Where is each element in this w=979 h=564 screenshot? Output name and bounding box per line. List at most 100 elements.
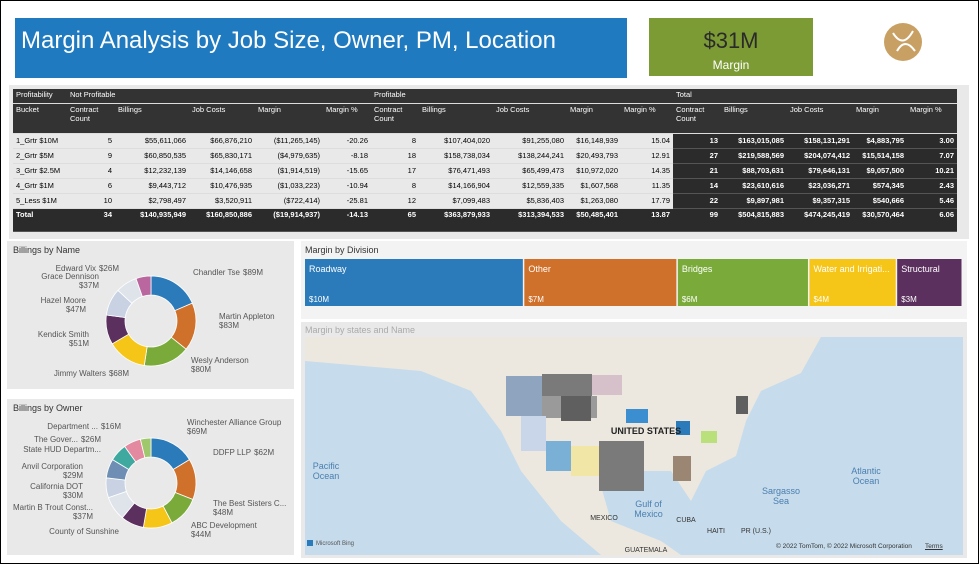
map-provider: Microsoft Bing: [316, 541, 355, 547]
total-cell: $504,815,883: [721, 208, 787, 232]
column-header[interactable]: Contract Count: [673, 103, 721, 134]
column-header[interactable]: Margin %: [323, 103, 371, 134]
map-label: Gulf of Mexico: [634, 499, 663, 519]
label-value: $47M: [66, 305, 86, 314]
label-value: $83M: [219, 321, 239, 330]
data-label: ABC Development $44M: [191, 521, 258, 539]
panel-title: Billings by Name: [13, 245, 81, 255]
cell: $9,443,712: [115, 178, 189, 194]
cell: 18: [371, 148, 419, 164]
tile-value: $6M: [682, 295, 698, 304]
column-header[interactable]: Billings: [115, 103, 189, 134]
column-header[interactable]: Margin: [567, 103, 621, 134]
logo-mark: [892, 30, 916, 52]
column-header[interactable]: Billings: [721, 103, 787, 134]
column-header[interactable]: Job Costs: [189, 103, 255, 134]
total-cell: Total: [13, 208, 67, 232]
treemap-tile: [305, 259, 523, 306]
column-header[interactable]: Contract Count: [371, 103, 419, 134]
cell: 14.35: [621, 163, 673, 179]
column-header[interactable]: Margin: [255, 103, 323, 134]
map-label: Sargasso Sea: [761, 486, 801, 506]
tile-name: Structural: [901, 264, 940, 274]
map-label: GUATEMALA: [624, 547, 668, 554]
cell: $1,607,568: [567, 178, 621, 194]
cell: 7.07: [907, 148, 957, 164]
cell: 4_Grtr $1M: [13, 178, 67, 194]
table-row: 4_Grtr $1M 6 $9,443,712 $10,476,935 ($1,033,…: [13, 178, 957, 194]
table-row: 5_Less $1M 10 $2,798,497 $3,520,911 ($722,41…: [13, 193, 957, 209]
column-header[interactable]: Contract Count: [67, 103, 115, 134]
cell: $10,972,020: [567, 163, 621, 179]
panel-title: Margin by Division: [305, 245, 379, 255]
cell: $574,345: [853, 178, 907, 194]
tile-value: $3M: [901, 295, 917, 304]
column-header[interactable]: Job Costs: [787, 103, 853, 134]
map-terms[interactable]: Terms: [925, 543, 943, 550]
cell: 3_Grtr $2.5M: [13, 163, 67, 179]
group-header-row: Profitability Not Profitable Profitable Tot…: [13, 89, 957, 104]
data-label: DDFP LLP $62M: [213, 448, 274, 457]
cell: 3.00: [907, 133, 957, 149]
state: [701, 431, 717, 443]
group-header: Profitability: [13, 89, 67, 104]
column-header[interactable]: Margin %: [907, 103, 957, 134]
data-label: Grace Dennison $37M: [41, 272, 99, 290]
group-header: Total: [673, 89, 957, 104]
state: [521, 416, 546, 451]
column-header[interactable]: Job Costs: [493, 103, 567, 134]
cell: $5,836,403: [493, 193, 567, 209]
cell: $15,514,158: [853, 148, 907, 164]
cell: $9,357,315: [787, 193, 853, 209]
group-header: Profitable: [371, 89, 673, 104]
cell: $2,798,497: [115, 193, 189, 209]
total-cell: 65: [371, 208, 419, 232]
cell: $12,232,139: [115, 163, 189, 179]
cell: $23,610,616: [721, 178, 787, 194]
cell: 17.79: [621, 193, 673, 209]
cell: 13: [673, 133, 721, 149]
cell: 2_Grtr $5M: [13, 148, 67, 164]
column-header[interactable]: Margin %: [621, 103, 673, 134]
cell: ($4,979,635): [255, 148, 323, 164]
cell: $16,148,939: [567, 133, 621, 149]
label-value: $44M: [191, 530, 211, 539]
data-label: Wesly Anderson $80M: [191, 356, 249, 374]
data-label: Martin Appleton $83M: [219, 312, 275, 330]
label-name: State HUD Departm...: [23, 445, 101, 454]
tile-value: $7M: [528, 295, 544, 304]
label-value: $48M: [213, 508, 233, 517]
data-label: Jimmy Walters $68M: [54, 369, 130, 378]
total-cell: 99: [673, 208, 721, 232]
label-value: $26M: [81, 435, 101, 444]
cell: $66,876,210: [189, 133, 255, 149]
column-header[interactable]: Margin: [853, 103, 907, 134]
donut-segment: [135, 275, 152, 297]
cell: $9,057,500: [853, 163, 907, 179]
column-header[interactable]: Billings: [419, 103, 493, 134]
cell: 12.91: [621, 148, 673, 164]
cell: ($722,414): [255, 193, 323, 209]
label-value: $29M: [63, 471, 83, 480]
cell: -25.81: [323, 193, 371, 209]
state: [561, 396, 591, 421]
cell: $76,471,493: [419, 163, 493, 179]
column-header[interactable]: Bucket: [13, 103, 67, 134]
label-value: $51M: [69, 339, 89, 348]
cell: -20.26: [323, 133, 371, 149]
cell: $88,703,631: [721, 163, 787, 179]
state: [736, 396, 748, 414]
label-name: Department ...: [47, 422, 98, 431]
label-name: The Best Sisters C...: [213, 499, 286, 508]
table-row: 1_Grtr $10M 5 $55,611,066 $66,876,210 ($11,2…: [13, 133, 957, 149]
label-name: Martin Appleton: [219, 312, 275, 321]
bing-logo: [307, 540, 313, 546]
cell: 8: [371, 178, 419, 194]
cell: $107,404,020: [419, 133, 493, 149]
total-cell: 6.06: [907, 208, 957, 232]
cell: $23,036,271: [787, 178, 853, 194]
data-label: The Best Sisters C... $48M: [213, 499, 286, 517]
map-label: CUBA: [676, 517, 696, 524]
cell: 9: [67, 148, 115, 164]
tile-value: $10M: [309, 295, 329, 304]
